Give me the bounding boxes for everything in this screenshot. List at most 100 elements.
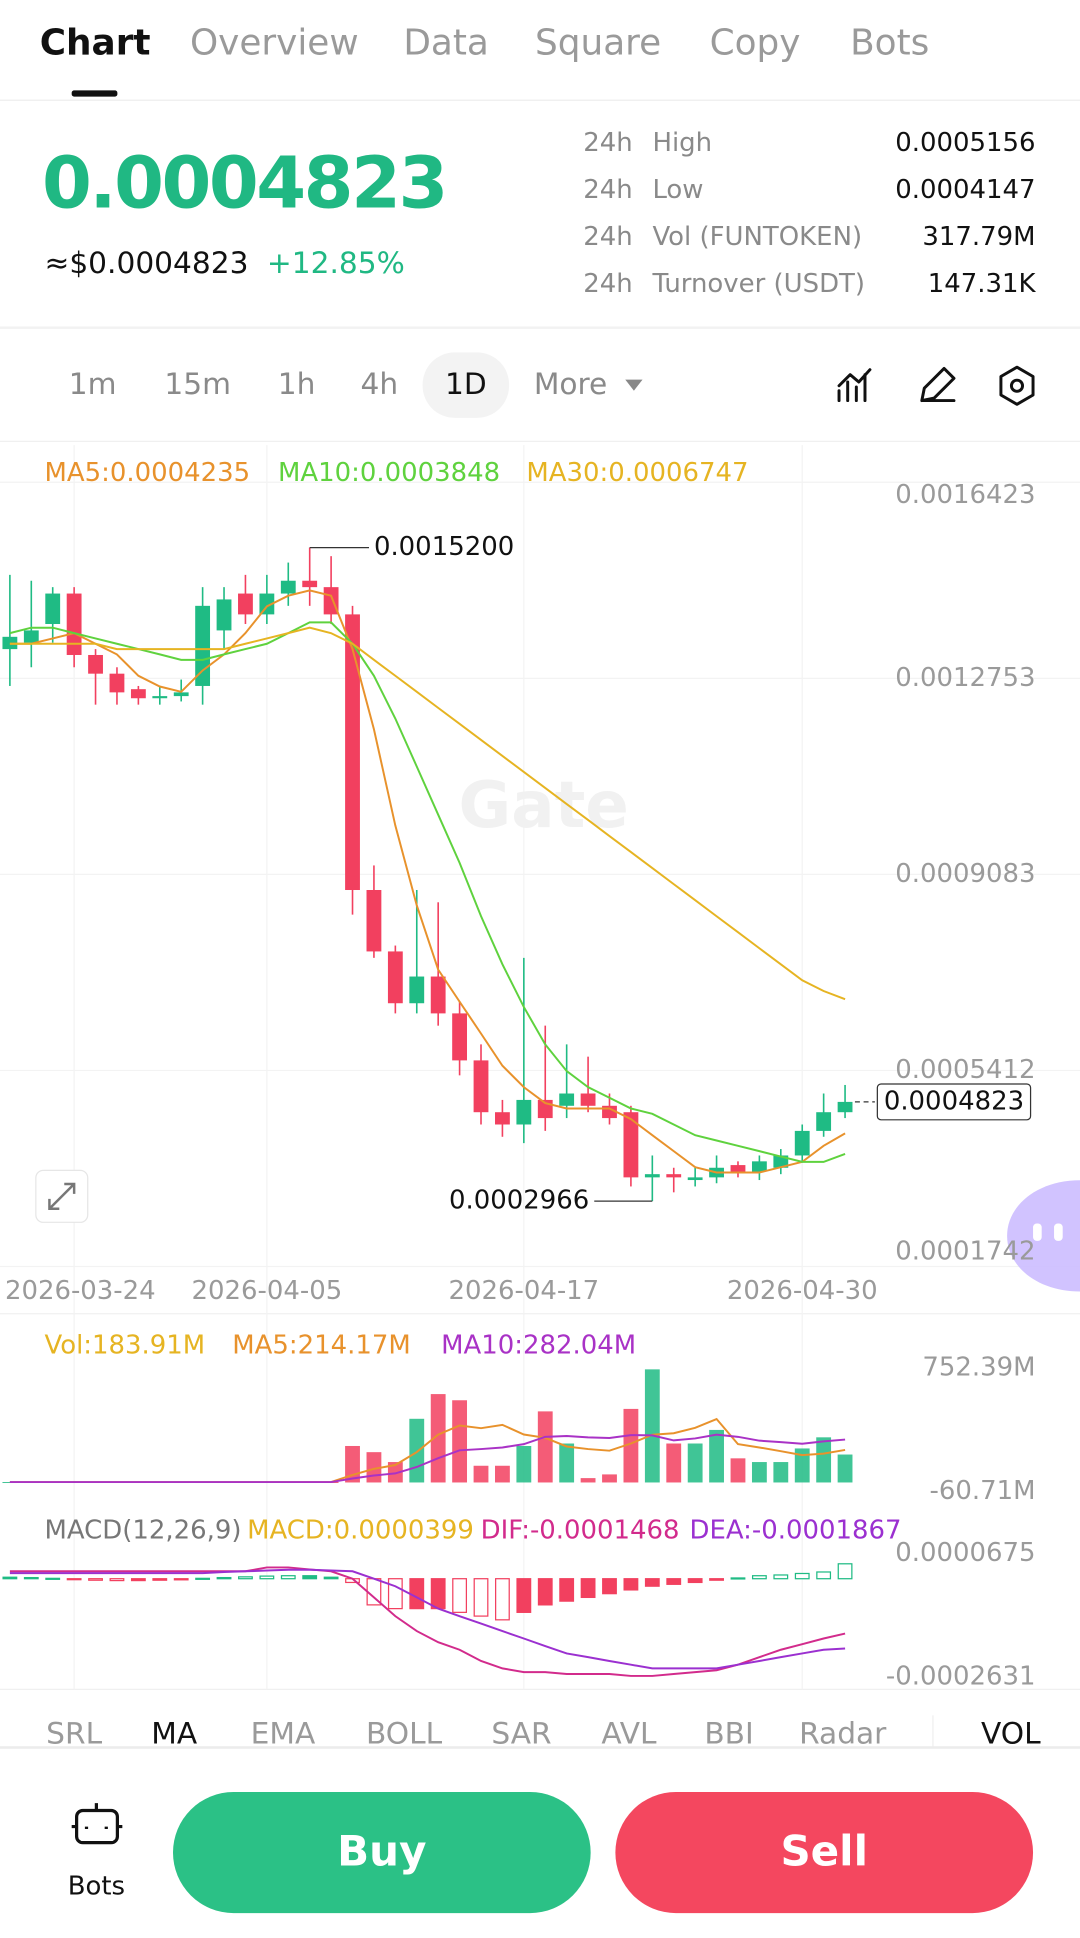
interval[interactable]: 1h	[278, 366, 316, 401]
tab[interactable]: Chart	[40, 23, 151, 64]
tab[interactable]: Square	[535, 23, 661, 64]
y-tick-label: 0.0009083	[895, 859, 1035, 889]
stat-label: Turnover (USDT)	[651, 269, 865, 299]
assistant-eye	[1054, 1223, 1063, 1241]
volume-bar	[516, 1445, 532, 1483]
volume-bar	[495, 1465, 510, 1483]
tab[interactable]: Bots	[850, 23, 929, 64]
macd-bar	[773, 1574, 789, 1580]
volume-bar	[816, 1437, 832, 1483]
tab-underline	[71, 90, 118, 97]
y-tick-label: -60.71M	[930, 1476, 1036, 1506]
indicator-tab[interactable]: MA	[151, 1716, 198, 1751]
x-tick-label: 2026-04-17	[448, 1276, 599, 1306]
indicator-tab[interactable]: EMA	[251, 1716, 316, 1751]
interval[interactable]: 1m	[69, 366, 117, 401]
bots-icon[interactable]	[71, 1803, 123, 1845]
candle-body	[473, 1060, 489, 1113]
y-tick-label: 0.0005412	[895, 1055, 1035, 1085]
candle-body	[687, 1177, 703, 1181]
tab[interactable]: Overview	[190, 23, 359, 64]
indicator-tab[interactable]: SAR	[491, 1716, 551, 1751]
tab[interactable]: Copy	[710, 23, 801, 64]
draw-icon[interactable]	[920, 366, 956, 403]
interval[interactable]: 4h	[361, 366, 399, 401]
toolbar-icons	[837, 365, 1035, 406]
stat-label: Low	[652, 175, 703, 205]
assistant-bubble[interactable]	[1007, 1180, 1080, 1292]
indicator-tab[interactable]: BBI	[704, 1716, 753, 1751]
ma-line	[9, 626, 846, 1001]
macd-bar	[109, 1578, 125, 1582]
usd-price: ≈$0.0004823	[44, 245, 248, 280]
min-label: 0.0002966	[449, 1186, 589, 1216]
bots-icon-detail	[71, 1803, 123, 1830]
y-tick-label: -0.0002631	[886, 1662, 1036, 1692]
watermark: Gate	[459, 768, 629, 843]
macd-bar	[88, 1578, 103, 1581]
sell-label[interactable]: Sell	[780, 1826, 868, 1875]
bots-label[interactable]: Bots	[68, 1872, 125, 1902]
price-change: +12.85%	[267, 245, 405, 280]
sell-button[interactable]	[615, 1791, 1034, 1914]
legend-entry: MACD(12,26,9)	[44, 1516, 241, 1546]
settings-icon[interactable]	[999, 365, 1035, 406]
macd-bar	[302, 1575, 318, 1580]
buy-label[interactable]: Buy	[337, 1826, 426, 1875]
legend-entry: Vol:183.91M	[44, 1330, 205, 1360]
volume-bar	[473, 1465, 489, 1483]
legend-entry: MACD:0.0000399	[247, 1516, 474, 1546]
indicator-icon[interactable]	[837, 368, 872, 403]
macd-bar	[259, 1575, 275, 1580]
volume-bar	[837, 1454, 853, 1483]
legend-entry: DIF:-0.0001468	[481, 1516, 680, 1546]
y-tick-label: 0.0001742	[895, 1236, 1035, 1266]
indicator-tab[interactable]: BOLL	[366, 1716, 443, 1751]
macd-bar	[751, 1575, 767, 1580]
last-price-box	[876, 1083, 1032, 1121]
volume-ma-line	[9, 1433, 846, 1484]
indicator-tab[interactable]: AVL	[601, 1716, 657, 1751]
interval[interactable]: 15m	[164, 366, 231, 401]
tab[interactable]: Data	[403, 23, 489, 64]
macd-bar	[602, 1578, 617, 1595]
candle-body	[495, 1112, 510, 1125]
settings-icon-center	[1009, 378, 1025, 393]
candle-body	[366, 890, 382, 952]
macd-bar	[323, 1576, 339, 1580]
macd-line	[9, 1568, 846, 1670]
indicator-tab[interactable]: SRL	[46, 1716, 102, 1751]
indicator-tab[interactable]: Radar	[799, 1716, 887, 1751]
volume-bar	[537, 1411, 553, 1483]
volume-bar	[773, 1462, 789, 1483]
volume-bar	[580, 1478, 596, 1483]
candle-body	[666, 1174, 682, 1178]
interval-more[interactable]: More	[534, 366, 607, 401]
indicator-tab[interactable]: VOL	[981, 1716, 1041, 1751]
dropdown-arrow[interactable]	[625, 379, 643, 391]
stat-period: 24h	[583, 269, 632, 299]
macd-bar	[709, 1578, 724, 1581]
candle-body	[195, 605, 211, 686]
candle-body	[430, 976, 446, 1014]
candle-body	[280, 580, 296, 594]
macd-bar	[794, 1572, 810, 1580]
candle-body	[516, 1099, 532, 1125]
candle-body	[644, 1174, 660, 1178]
macd-bar	[238, 1576, 253, 1580]
interval[interactable]: 1D	[445, 366, 487, 401]
legend-entry: MA30:0.0006747	[526, 458, 748, 488]
macd-bar	[130, 1578, 146, 1582]
macd-bar	[580, 1578, 596, 1599]
interval-pill	[422, 352, 510, 418]
macd-bar	[430, 1578, 446, 1610]
buy-button[interactable]	[172, 1791, 591, 1914]
macd-bar	[730, 1577, 746, 1580]
macd-bar	[644, 1578, 660, 1587]
macd-bar	[816, 1571, 832, 1580]
volume-bar	[644, 1369, 660, 1483]
candle-body	[109, 673, 125, 693]
x-tick-label: 2026-04-05	[191, 1276, 342, 1306]
